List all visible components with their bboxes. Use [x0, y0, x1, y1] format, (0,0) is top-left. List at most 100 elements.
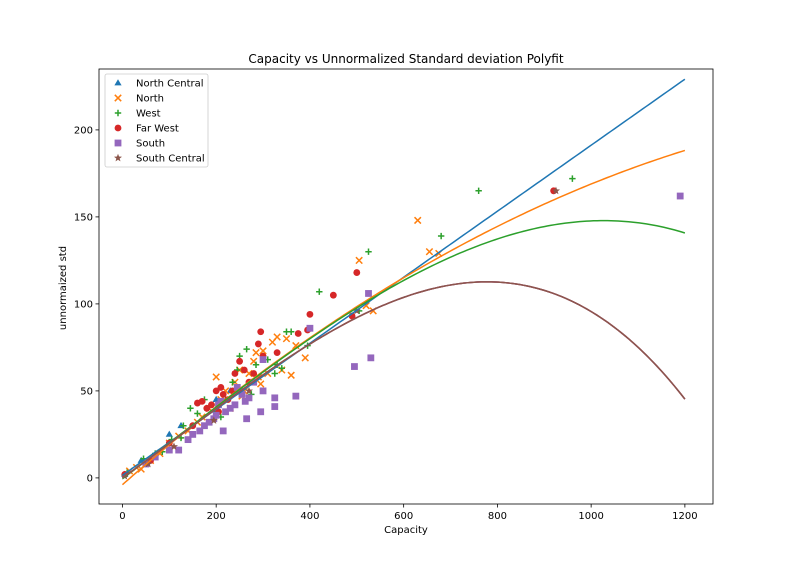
point-north	[301, 354, 309, 362]
point-north	[282, 334, 291, 343]
point-far-west	[250, 370, 258, 377]
y-tick-label: 150	[74, 212, 93, 223]
legend-box	[104, 73, 209, 168]
point-south-central	[144, 459, 153, 468]
point-far-west	[353, 269, 361, 276]
point-far-west	[236, 357, 244, 365]
point-south	[217, 397, 225, 405]
fit-line-5	[122, 281, 686, 479]
legend-label-far-west: Far West	[136, 124, 179, 135]
plot-frame	[98, 68, 714, 505]
point-far-west	[240, 366, 248, 374]
point-far-west	[212, 387, 220, 395]
point-far-west	[203, 404, 211, 412]
point-north	[425, 247, 434, 256]
point-south	[184, 436, 192, 444]
point-west	[194, 410, 201, 417]
x-axis-label: Capacity	[384, 525, 428, 536]
point-north	[252, 348, 260, 357]
point-south	[292, 392, 300, 400]
point-south-central	[551, 186, 560, 195]
point-south	[233, 384, 241, 391]
point-south	[219, 427, 227, 435]
x-tick-label: 200	[207, 511, 226, 522]
point-south	[201, 422, 208, 430]
fit-line-4	[122, 281, 686, 479]
point-south	[306, 324, 314, 332]
point-west	[243, 345, 250, 353]
point-south	[245, 394, 253, 402]
point-west	[180, 422, 187, 429]
y-axis-label: unnormaized std	[58, 246, 69, 330]
fit-line-6	[122, 281, 686, 479]
point-west	[252, 361, 260, 368]
legend-label-south: South	[136, 139, 165, 150]
point-south	[241, 397, 249, 405]
x-tick-label: 1000	[578, 511, 603, 522]
point-south	[365, 290, 372, 297]
point-west	[287, 328, 295, 335]
legend-marker-south	[114, 139, 122, 147]
point-far-west	[217, 384, 225, 391]
point-south-central	[209, 416, 218, 424]
point-south	[175, 446, 183, 454]
legend-label-north-central: North Central	[136, 79, 204, 90]
point-far-west	[254, 340, 262, 348]
y-tick-label: 50	[80, 386, 93, 397]
axes: 0 200 400 600 800 1000 1200 0 50 100 150 200	[74, 68, 714, 522]
point-south-central	[244, 386, 253, 395]
point-far-west	[257, 328, 265, 336]
legend-marker-west	[114, 109, 122, 117]
point-far-west	[306, 310, 314, 318]
point-north	[413, 216, 422, 225]
point-south	[271, 403, 279, 410]
point-north	[273, 333, 281, 341]
legend: North Central North West Far West South South…	[104, 73, 209, 168]
point-north	[256, 380, 265, 388]
point-west	[365, 248, 372, 255]
point-north-central	[165, 430, 173, 437]
fit-line-3	[121, 219, 686, 480]
y-tick-label: 100	[74, 299, 93, 310]
point-west	[229, 379, 236, 386]
point-south	[259, 356, 267, 363]
point-west	[569, 175, 576, 182]
point-south	[222, 408, 229, 416]
point-south	[367, 354, 375, 362]
y-tick-label: 0	[87, 473, 93, 484]
point-west	[271, 370, 278, 377]
x-tick-label: 600	[394, 511, 413, 522]
point-far-west	[231, 370, 239, 377]
legend-label-south-central: South Central	[136, 154, 205, 165]
x-tick-label: 1200	[672, 511, 697, 522]
point-south	[205, 418, 213, 426]
point-south	[238, 390, 246, 398]
point-south	[165, 446, 173, 454]
point-west	[316, 288, 323, 295]
legend-label-north: North	[136, 94, 164, 105]
point-west	[437, 232, 445, 240]
x-tick-label: 0	[119, 511, 125, 522]
legend-label-west: West	[136, 109, 161, 120]
x-tick-label: 800	[488, 511, 507, 522]
legend-marker-far-west	[114, 124, 122, 132]
legend-marker-south-central	[114, 153, 122, 162]
point-north	[259, 347, 267, 355]
point-west	[475, 187, 482, 194]
y-tick-label: 200	[74, 125, 93, 136]
point-north	[287, 371, 295, 379]
point-south	[259, 387, 267, 395]
fit-lines	[121, 78, 686, 486]
point-south	[212, 411, 220, 419]
point-south	[351, 363, 358, 370]
point-far-west	[219, 390, 227, 398]
point-far-west	[329, 291, 337, 299]
point-south-central	[170, 442, 178, 450]
legend-marker-north	[114, 94, 122, 102]
point-south	[271, 394, 279, 402]
point-south	[676, 192, 684, 200]
point-south	[231, 401, 239, 409]
point-far-west	[208, 401, 215, 409]
